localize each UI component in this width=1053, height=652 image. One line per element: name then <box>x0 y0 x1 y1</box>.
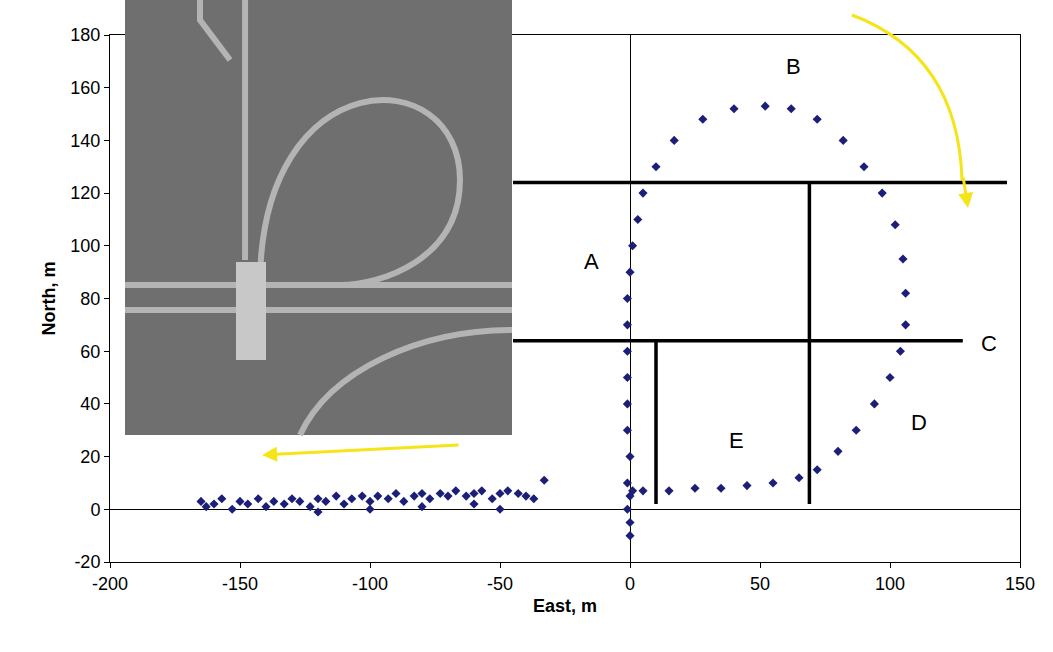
svg-text:-20: -20 <box>74 552 100 572</box>
svg-text:D: D <box>911 410 927 435</box>
svg-text:100: 100 <box>70 236 100 256</box>
svg-text:North, m: North, m <box>39 262 59 336</box>
svg-text:60: 60 <box>80 342 100 362</box>
svg-text:B: B <box>786 54 801 79</box>
svg-text:50: 50 <box>750 574 770 594</box>
svg-text:180: 180 <box>70 25 100 45</box>
svg-text:150: 150 <box>1005 574 1035 594</box>
svg-text:140: 140 <box>70 131 100 151</box>
svg-text:120: 120 <box>70 183 100 203</box>
svg-text:80: 80 <box>80 289 100 309</box>
svg-text:0: 0 <box>625 574 635 594</box>
svg-text:20: 20 <box>80 447 100 467</box>
svg-text:-50: -50 <box>487 574 513 594</box>
svg-text:40: 40 <box>80 394 100 414</box>
svg-text:100: 100 <box>875 574 905 594</box>
svg-text:East, m: East, m <box>533 596 597 616</box>
svg-text:C: C <box>981 331 997 356</box>
svg-text:160: 160 <box>70 78 100 98</box>
svg-text:-200: -200 <box>92 574 128 594</box>
svg-text:-100: -100 <box>352 574 388 594</box>
svg-text:A: A <box>584 249 599 274</box>
svg-text:-150: -150 <box>222 574 258 594</box>
svg-text:E: E <box>729 428 744 453</box>
svg-text:0: 0 <box>90 500 100 520</box>
